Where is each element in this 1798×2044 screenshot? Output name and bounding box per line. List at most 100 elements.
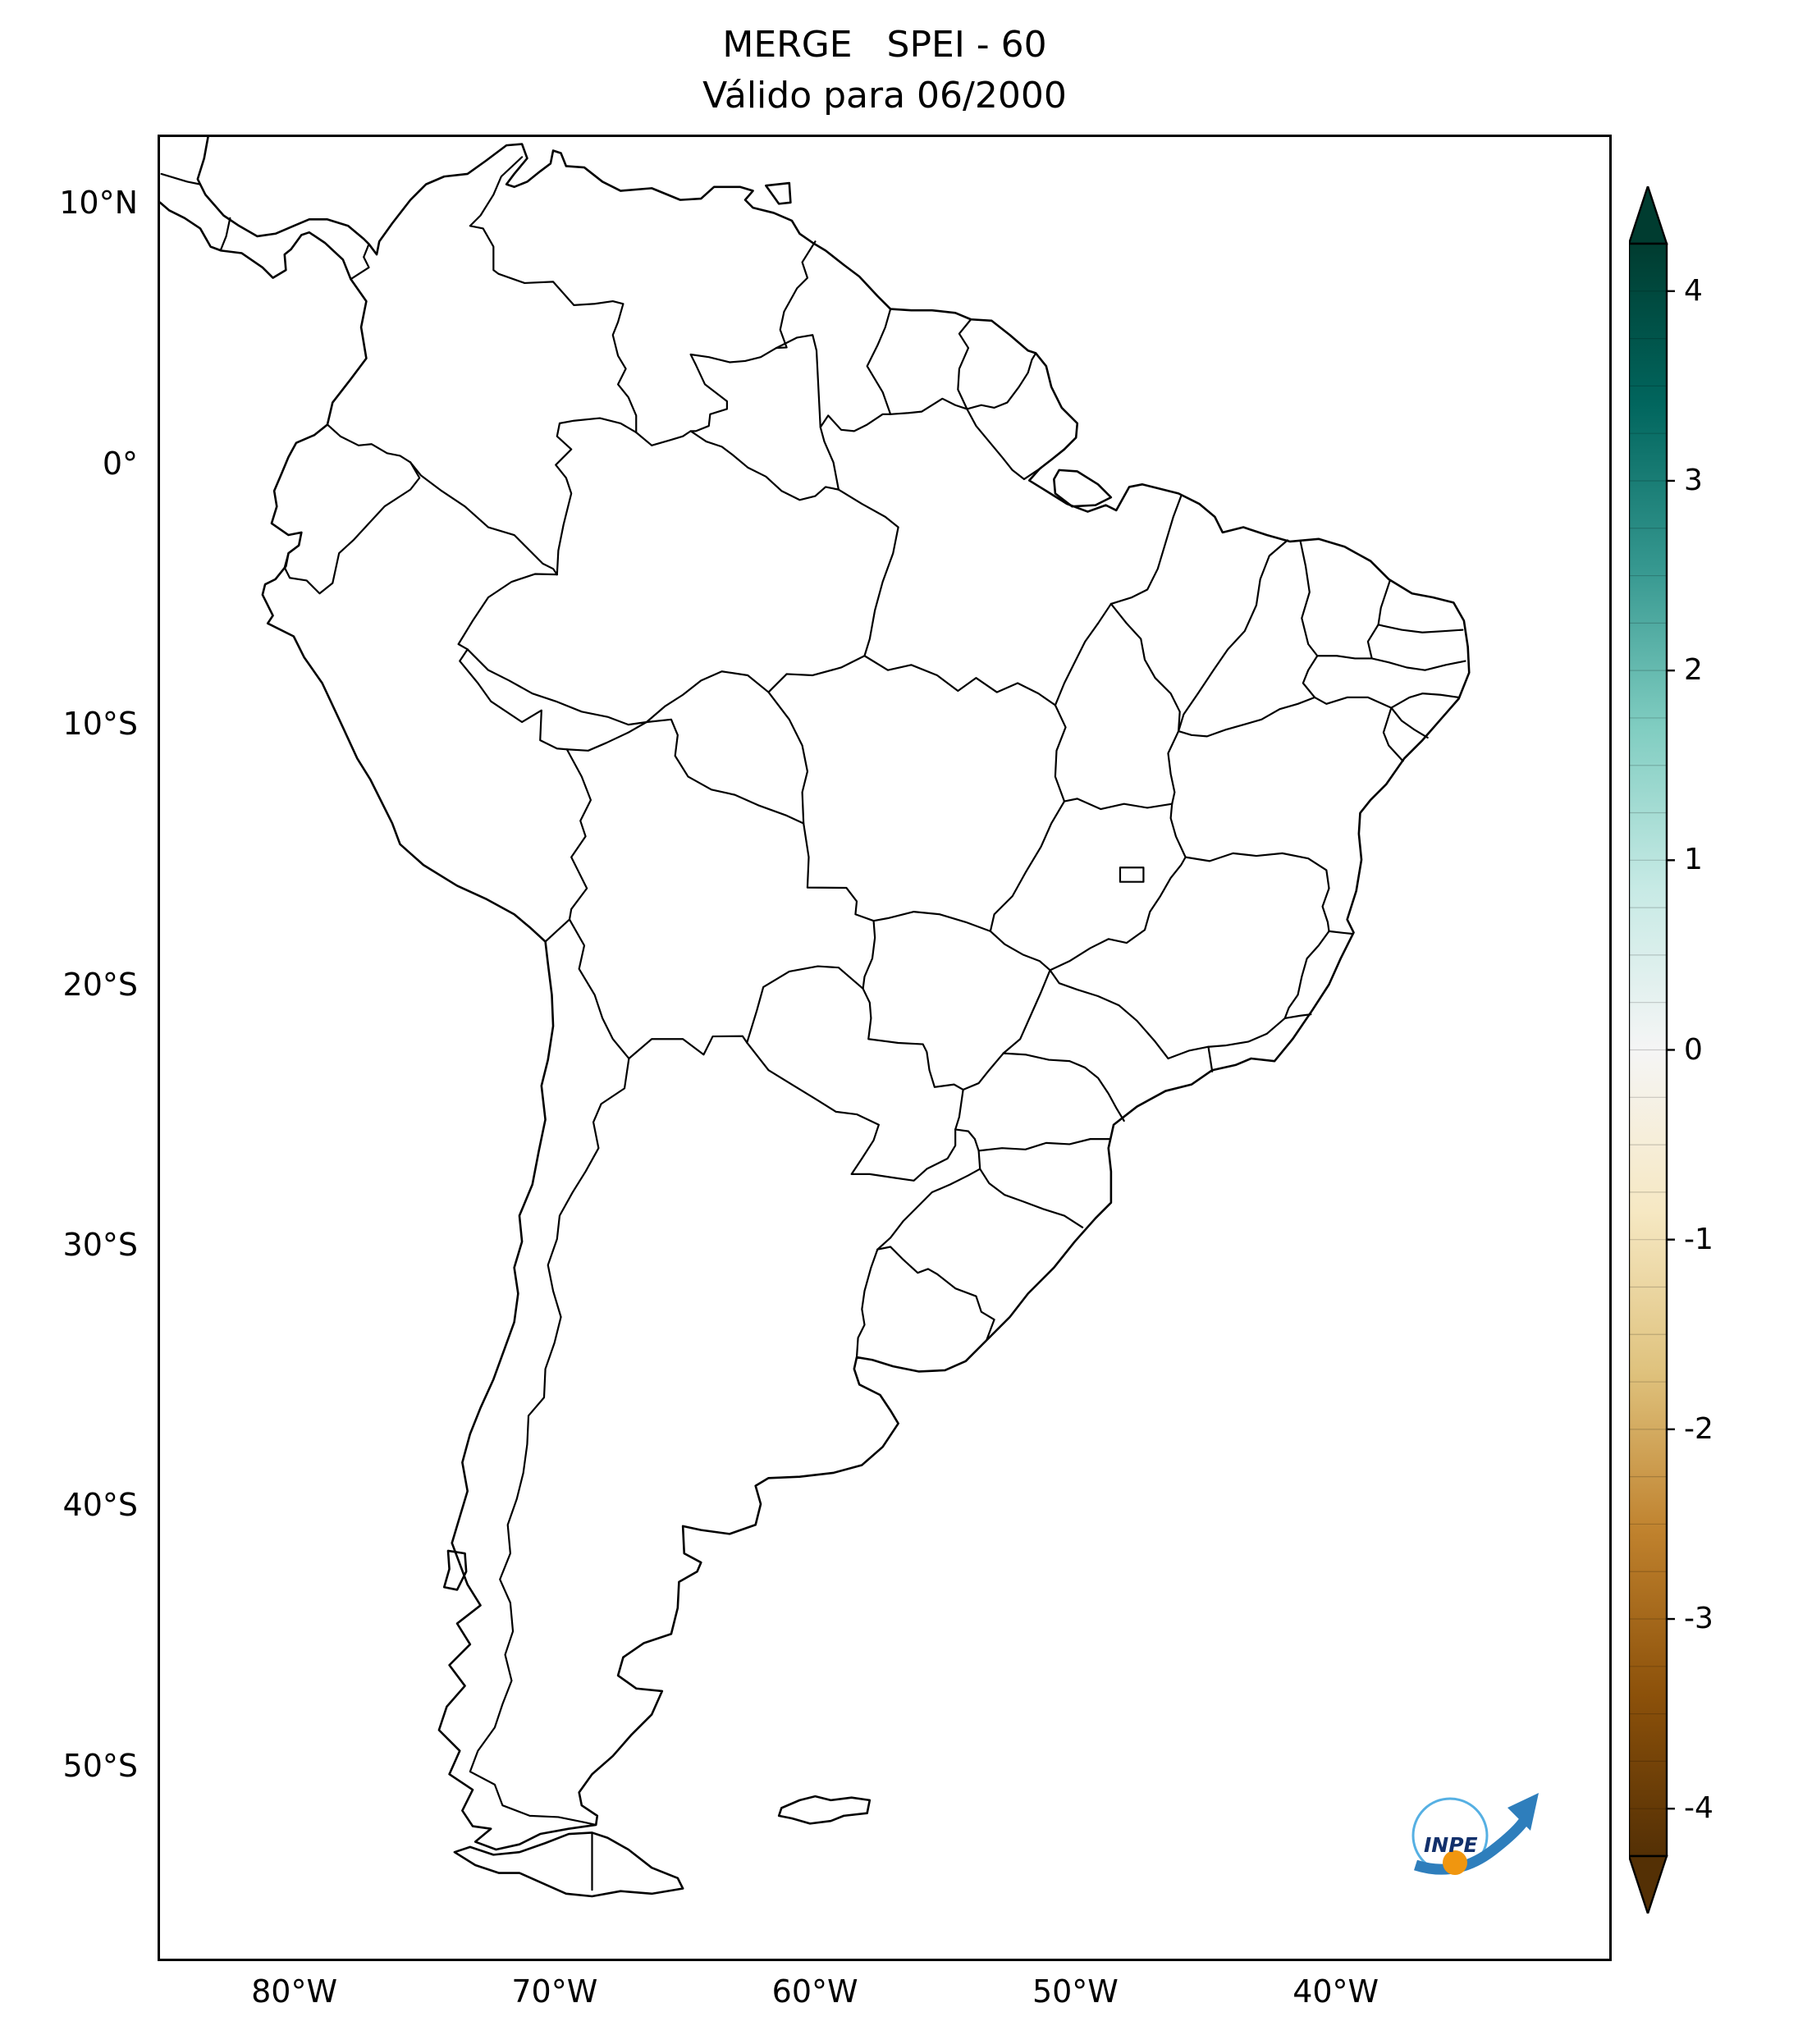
- state-border-path-29: [1004, 970, 1050, 1053]
- state-border-path-5: [647, 671, 769, 722]
- state-border-path-21: [1178, 697, 1315, 736]
- country-border-path-16: [567, 749, 591, 919]
- country-border-path-0: [162, 174, 200, 185]
- state-border-path-39: [1372, 658, 1466, 670]
- country-border-path-5: [636, 348, 776, 446]
- state-border-path-18: [991, 931, 1050, 970]
- chiloe-island-outline: [444, 1551, 466, 1589]
- state-border-path-13: [1168, 731, 1178, 804]
- state-border-path-11: [1111, 604, 1180, 731]
- country-border-path-26: [857, 1250, 877, 1357]
- state-border-path-27: [1208, 1047, 1212, 1072]
- country-border-path-21: [567, 720, 875, 989]
- state-border-path-31: [1004, 1054, 1124, 1121]
- logo-arrowhead-icon: [1507, 1793, 1539, 1831]
- state-border-path-0: [967, 409, 1040, 478]
- colorbar-tick-label: -3: [1684, 1602, 1713, 1636]
- state-border-path-42: [1315, 697, 1391, 708]
- country-border-path-24: [470, 1059, 629, 1825]
- colorbar-tick-label: 2: [1684, 653, 1703, 688]
- state-border-path-41: [1391, 693, 1458, 707]
- colorbar-gradient: [1627, 183, 1675, 1917]
- state-border-path-12: [1178, 540, 1288, 731]
- falkland-islands-outline: [779, 1796, 870, 1823]
- country-border-path-1: [221, 218, 230, 249]
- y-axis-tick-label: 40°S: [62, 1487, 138, 1524]
- country-border-path-22: [863, 989, 963, 1130]
- state-border-path-26: [1208, 1018, 1284, 1047]
- country-border-path-27: [877, 1247, 994, 1341]
- country-border-path-18: [570, 920, 629, 1059]
- state-border-path-33: [980, 1169, 1082, 1228]
- country-border-path-12: [327, 424, 410, 462]
- colorbar-tick-label: -4: [1684, 1791, 1713, 1826]
- state-border-path-43: [1391, 708, 1427, 738]
- state-border-path-4: [768, 656, 864, 692]
- country-border-path-20: [747, 967, 862, 1043]
- marajo-island-outline: [1054, 470, 1111, 506]
- x-axis-tick-label: 80°W: [251, 1973, 338, 2010]
- country-border-path-15: [459, 574, 567, 750]
- state-border-path-28: [1050, 970, 1209, 1059]
- colorbar-extend-max-arrow: [1627, 183, 1668, 245]
- country-border-path-19: [629, 1036, 747, 1059]
- colorbar-tick-label: -1: [1684, 1222, 1713, 1256]
- country-border-path-7: [776, 335, 890, 431]
- state-border-path-34: [1301, 542, 1318, 656]
- inpe-wordmark: INPE: [1424, 1833, 1478, 1857]
- x-axis-tick-label: 50°W: [1032, 1973, 1119, 2010]
- state-border-path-24: [1285, 931, 1329, 1018]
- state-border-path-7: [768, 693, 807, 824]
- chart-title: MERGE SPEI - 60: [722, 24, 1047, 66]
- state-border-path-1: [691, 431, 839, 500]
- state-border-path-38: [1368, 624, 1379, 658]
- state-border-path-25: [1285, 1014, 1311, 1018]
- map-plot-area: INPE: [158, 135, 1612, 1961]
- state-border-path-8: [864, 656, 1055, 705]
- country-border-path-25: [877, 1129, 980, 1249]
- country-border-path-4: [556, 418, 636, 575]
- chart-subtitle: Válido para 06/2000: [702, 75, 1067, 117]
- state-border-distrito-federal: [1120, 867, 1143, 881]
- title-block: MERGE SPEI - 60 Válido para 06/2000: [158, 20, 1612, 121]
- state-border-path-37: [1379, 624, 1463, 632]
- state-border-path-35: [1303, 656, 1317, 697]
- state-border-path-6: [468, 649, 647, 725]
- country-border-path-10: [958, 319, 971, 409]
- y-axis-tick-label: 10°S: [62, 706, 138, 743]
- colorbar-tick-label: 3: [1684, 463, 1703, 497]
- colorbar-tick-label: 1: [1684, 843, 1703, 877]
- y-axis-tick-label: 10°N: [59, 185, 138, 222]
- colorbar-tick-label: -2: [1684, 1411, 1713, 1446]
- country-border-path-8: [867, 309, 890, 414]
- colorbar: [1627, 183, 1678, 1917]
- x-axis-tick-label: 40°W: [1292, 1973, 1379, 2010]
- country-border-path-3: [470, 157, 636, 432]
- state-border-path-10: [1111, 496, 1181, 604]
- state-border-path-36: [1379, 580, 1390, 624]
- logo-orange-ball-icon: [1443, 1850, 1467, 1875]
- country-border-path-14: [285, 462, 419, 593]
- state-border-path-22: [1186, 853, 1329, 931]
- colorbar-tick-label: 4: [1684, 273, 1703, 308]
- colorbar-extend-min-arrow: [1627, 1854, 1668, 1917]
- state-border-path-3: [839, 490, 899, 656]
- x-axis-tick-label: 70°W: [511, 1973, 598, 2010]
- south-america-map: [160, 137, 1609, 1959]
- tierra-del-fuego-outline: [455, 1832, 683, 1896]
- colorbar-bar: [1629, 244, 1667, 1856]
- state-border-path-17: [874, 912, 991, 931]
- country-border-path-13: [410, 462, 557, 574]
- state-border-path-14: [1064, 798, 1172, 809]
- state-border-path-40: [1317, 656, 1371, 658]
- state-border-path-20: [1171, 804, 1186, 857]
- y-axis-tick-label: 20°S: [62, 966, 138, 1003]
- state-border-path-23: [1329, 931, 1352, 934]
- country-border-path-11: [967, 353, 1036, 409]
- state-border-path-30: [963, 1054, 1004, 1090]
- country-border-path-17: [546, 920, 570, 942]
- coastline-path: [160, 137, 1469, 1850]
- country-border-path-9: [890, 399, 967, 414]
- state-border-path-16: [991, 802, 1064, 931]
